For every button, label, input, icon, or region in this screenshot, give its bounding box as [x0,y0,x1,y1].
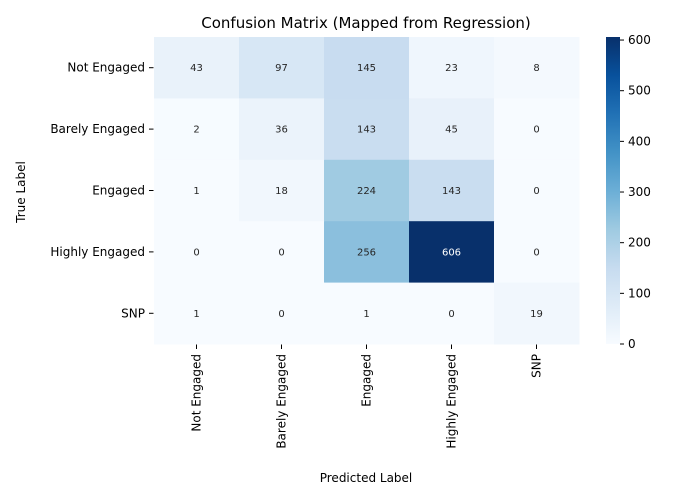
heatmap-cell [154,37,240,99]
x-tick-label: Engaged [360,354,374,407]
heatmap-cell [324,282,410,345]
y-tick-label: SNP [121,306,145,320]
cell-value-label: 19 [530,309,543,320]
heatmap-cell [324,98,410,161]
heatmap-cell [239,37,325,99]
y-tick-label: Highly Engaged [50,245,145,259]
colorbar-tick-label: 0 [628,337,636,351]
heatmap-cell [409,282,495,345]
y-tick-label: Barely Engaged [50,122,145,136]
colorbar-tick-label: 100 [628,286,651,300]
heatmap-cells [154,37,580,345]
cell-value-label: 0 [533,247,539,258]
cell-value-label: 1 [193,309,199,320]
x-tick-label: SNP [530,354,544,378]
y-tick-label: Engaged [92,184,145,198]
cell-value-label: 224 [357,186,376,197]
cell-value-label: 256 [357,247,376,258]
heatmap-cell [154,282,240,345]
colorbar-tick-label: 400 [628,134,651,148]
heatmap-cell [494,221,580,284]
cell-value-label: 97 [275,63,288,74]
cell-value-label: 143 [442,186,461,197]
cell-value-label: 1 [193,186,199,197]
heatmap-cell [494,37,580,99]
x-axis-label: Predicted Label [320,471,413,485]
heatmap-cell [409,37,495,99]
heatmap-cell [324,221,410,284]
heatmap-cell [154,98,240,161]
cell-value-label: 18 [275,186,288,197]
cell-value-label: 143 [357,125,376,136]
x-axis-ticks: Not Engaged Barely Engaged Engaged Highly E… [190,344,544,449]
colorbar [606,37,620,344]
cell-value-label: 0 [278,309,284,320]
cell-value-label: 1 [363,309,369,320]
heatmap-cell [409,221,495,284]
cell-value-label: 23 [445,63,458,74]
colorbar-tick-label: 200 [628,236,651,250]
heatmap-cell [494,159,580,222]
cell-value-label: 36 [275,125,288,136]
heatmap-cell [324,37,410,99]
cell-value-label: 43 [190,63,203,74]
cell-value-label: 2 [193,125,199,136]
colorbar-tick-label: 500 [628,84,651,98]
heatmap-cell-labels: 43 97 145 23 8 2 36 143 45 0 1 18 224 143 0 0 0 256 606 0 1 0… [190,63,543,320]
heatmap-cell [239,221,325,284]
y-tick-label: Not Engaged [67,61,145,75]
x-tick-label: Barely Engaged [275,354,289,449]
heatmap-cell [239,98,325,161]
cell-value-label: 0 [533,125,539,136]
heatmap-cell [409,159,495,222]
x-tick-label: Not Engaged [190,354,204,432]
heatmap-cell [494,282,580,345]
cell-value-label: 8 [533,63,539,74]
heatmap-cell [239,159,325,222]
cell-value-label: 145 [357,63,376,74]
colorbar-tick-label: 300 [628,185,651,199]
cell-value-label: 0 [448,309,454,320]
y-axis-ticks: Not Engaged Barely Engaged Engaged Highly E… [50,61,154,320]
y-axis-label: True Label [14,161,28,224]
cell-value-label: 0 [193,247,199,258]
colorbar-tick-label: 600 [628,33,651,47]
heatmap-cell [494,98,580,161]
heatmap-cell [239,282,325,345]
heatmap-cell [154,159,240,222]
cell-value-label: 606 [442,247,461,258]
cell-value-label: 45 [445,125,458,136]
chart-title: Confusion Matrix (Mapped from Regression… [201,14,531,32]
x-tick-label: Highly Engaged [445,354,459,449]
cell-value-label: 0 [533,186,539,197]
heatmap-cell [409,98,495,161]
cell-value-label: 0 [278,247,284,258]
heatmap-cell [154,221,240,284]
heatmap-cell [324,159,410,222]
colorbar-ticks: 0 100 200 300 400 500 600 [620,33,651,351]
